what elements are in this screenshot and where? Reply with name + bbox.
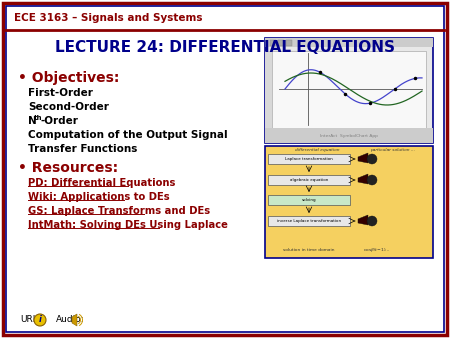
Text: inverse Laplace transformation: inverse Laplace transformation: [277, 219, 341, 223]
Text: particular solution ...: particular solution ...: [370, 148, 415, 152]
Text: Transfer Functions: Transfer Functions: [28, 144, 137, 154]
Text: ECE 3163 – Signals and Systems: ECE 3163 – Signals and Systems: [14, 13, 202, 23]
Text: First-Order: First-Order: [28, 88, 93, 98]
Bar: [6, 6, 444, 32]
Text: Computation of the Output Signal: Computation of the Output Signal: [28, 130, 228, 140]
Text: Audio:: Audio:: [56, 315, 85, 324]
Circle shape: [367, 175, 377, 185]
Polygon shape: [358, 153, 368, 163]
Bar: [265, 128, 433, 143]
Text: Laplace transformation: Laplace transformation: [285, 157, 333, 161]
Bar: [278, 40, 284, 46]
Text: -Order: -Order: [40, 116, 78, 126]
Polygon shape: [72, 314, 77, 326]
Bar: [286, 40, 292, 46]
Text: solving: solving: [302, 198, 316, 202]
Text: $\cos\!\beta(t{-}1)$...: $\cos\!\beta(t{-}1)$...: [363, 246, 391, 254]
Text: • Resources:: • Resources:: [18, 161, 118, 175]
Circle shape: [367, 154, 377, 164]
Bar: [268, 175, 350, 185]
Text: i: i: [39, 315, 41, 324]
Text: Second-Order: Second-Order: [28, 102, 109, 112]
Bar: [265, 38, 433, 143]
Text: IntMath: Solving DEs Using Laplace: IntMath: Solving DEs Using Laplace: [28, 220, 228, 230]
Text: LECTURE 24: DIFFERENTIAL EQUATIONS: LECTURE 24: DIFFERENTIAL EQUATIONS: [55, 41, 395, 55]
Text: th: th: [33, 115, 42, 121]
Bar: [268, 216, 350, 226]
Bar: [268, 154, 350, 164]
Bar: [265, 146, 433, 258]
Text: PD: Differential Equations: PD: Differential Equations: [28, 178, 176, 188]
Text: Wiki: Applications to DEs: Wiki: Applications to DEs: [28, 192, 170, 202]
Bar: [265, 51, 272, 128]
Circle shape: [367, 216, 377, 226]
Text: algebraic equation: algebraic equation: [290, 178, 328, 182]
Bar: [265, 38, 433, 47]
Circle shape: [34, 314, 46, 326]
Text: differential equation: differential equation: [295, 148, 339, 152]
Polygon shape: [358, 174, 368, 184]
Polygon shape: [358, 215, 368, 225]
Text: GS: Laplace Transforms and DEs: GS: Laplace Transforms and DEs: [28, 206, 210, 216]
Text: • Objectives:: • Objectives:: [18, 71, 119, 85]
Text: URL:: URL:: [20, 315, 40, 324]
Text: InterAct  SymbolChart App: InterAct SymbolChart App: [320, 134, 378, 138]
Text: solution in time domain: solution in time domain: [283, 248, 334, 252]
Bar: [270, 40, 276, 46]
Bar: [272, 51, 426, 128]
Bar: [268, 195, 350, 205]
Text: N: N: [28, 116, 37, 126]
